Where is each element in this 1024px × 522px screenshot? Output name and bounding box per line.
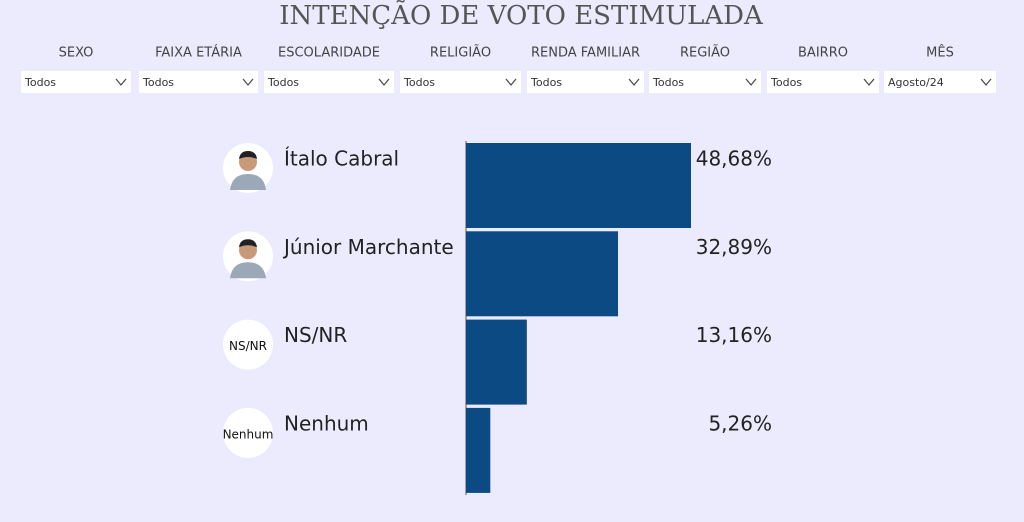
avatar-label: NS/NR <box>229 339 267 353</box>
filter-label: SEXO <box>59 46 94 61</box>
filter-dropdown[interactable]: Todos <box>139 71 258 93</box>
category-label: Júnior Marchante <box>282 235 454 259</box>
value-label: 5,26% <box>708 411 772 435</box>
value-label: 13,16% <box>696 323 772 347</box>
filter-label: RELIGIÃO <box>430 45 491 61</box>
bar <box>466 231 619 317</box>
avatar-hair <box>239 151 257 159</box>
value-label: 48,68% <box>696 147 772 171</box>
dropdown-value[interactable]: Todos <box>530 76 562 89</box>
filter-dropdown[interactable]: Todos <box>264 71 394 93</box>
page-title: INTENÇÃO DE VOTO ESTIMULADA <box>279 0 764 31</box>
avatar-body <box>230 262 266 279</box>
category-label: Nenhum <box>284 411 369 435</box>
filter-dropdown[interactable]: Todos <box>400 71 521 93</box>
dropdown-value[interactable]: Todos <box>652 76 684 89</box>
dropdown-box[interactable] <box>767 71 879 93</box>
dropdown-value[interactable]: Todos <box>142 76 174 89</box>
filter-label: FAIXA ETÁRIA <box>155 45 242 61</box>
filter-label: REGIÃO <box>680 45 730 61</box>
filter-dropdown[interactable]: Agosto/24 <box>884 71 996 93</box>
dropdown-value[interactable]: Todos <box>267 76 299 89</box>
avatar-body <box>230 174 266 190</box>
bar <box>466 319 527 405</box>
dropdown-value[interactable]: Todos <box>770 76 802 89</box>
dropdown-chevron[interactable] <box>242 78 254 86</box>
dropdown-box[interactable] <box>884 71 996 93</box>
category-label: Ítalo Cabral <box>284 147 399 171</box>
dropdown-chevron[interactable] <box>745 78 757 86</box>
filter-dropdown[interactable]: Todos <box>527 71 644 93</box>
dropdown-chevron[interactable] <box>863 78 875 86</box>
dropdown-box[interactable] <box>649 71 761 93</box>
dropdown-chevron[interactable] <box>115 78 127 86</box>
filter-dropdown[interactable]: Todos <box>649 71 761 93</box>
dropdown-box[interactable] <box>527 71 644 93</box>
bar <box>466 407 491 493</box>
dropdown-box[interactable] <box>264 71 394 93</box>
value-label: 32,89% <box>696 235 772 259</box>
dropdown-value[interactable]: Todos <box>403 76 435 89</box>
dropdown-value[interactable]: Todos <box>24 76 56 89</box>
filter-label: MÊS <box>926 45 954 61</box>
dropdown-chevron[interactable] <box>505 78 517 86</box>
dropdown-box[interactable] <box>139 71 258 93</box>
avatar <box>223 319 273 370</box>
dropdown-box[interactable] <box>400 71 521 93</box>
dropdown-box[interactable] <box>21 71 131 93</box>
dropdown-value[interactable]: Agosto/24 <box>888 76 944 89</box>
bar <box>466 143 691 228</box>
avatar-hair <box>239 239 257 248</box>
filter-label: RENDA FAMILIAR <box>531 46 640 61</box>
dropdown-chevron[interactable] <box>628 78 640 86</box>
filter-dropdown[interactable]: Todos <box>21 71 131 93</box>
filter-label: ESCOLARIDADE <box>278 46 380 61</box>
avatar <box>223 407 273 458</box>
avatar-label: Nenhum <box>223 427 274 441</box>
dropdown-chevron[interactable] <box>980 78 992 86</box>
dropdown-chevron[interactable] <box>378 78 390 86</box>
category-label: NS/NR <box>284 323 347 347</box>
filter-label: BAIRRO <box>798 46 848 61</box>
filter-dropdown[interactable]: Todos <box>767 71 879 93</box>
